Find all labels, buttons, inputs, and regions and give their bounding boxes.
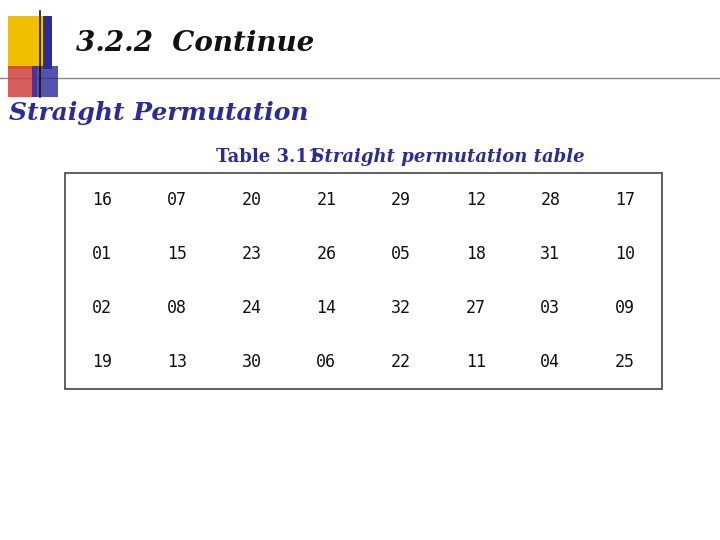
Text: 09: 09	[615, 299, 635, 317]
Text: 30: 30	[241, 353, 261, 371]
Text: 23: 23	[241, 245, 261, 263]
Text: 13: 13	[167, 353, 187, 371]
Text: 04: 04	[540, 353, 560, 371]
Text: 11: 11	[466, 353, 486, 371]
Text: 26: 26	[316, 245, 336, 263]
Text: 32: 32	[391, 299, 411, 317]
Text: 29: 29	[391, 191, 411, 209]
Bar	[8, 16, 48, 69]
Text: 15: 15	[167, 245, 187, 263]
Text: 19: 19	[92, 353, 112, 371]
Text: 27: 27	[466, 299, 486, 317]
Text: 03: 03	[540, 299, 560, 317]
Text: 07: 07	[167, 191, 187, 209]
Bar	[43, 16, 52, 69]
Text: 06: 06	[316, 353, 336, 371]
Text: Table 3.11: Table 3.11	[216, 147, 320, 166]
Text: 21: 21	[316, 191, 336, 209]
Text: 12: 12	[466, 191, 486, 209]
Text: 17: 17	[615, 191, 635, 209]
Text: 3.2.2  Continue: 3.2.2 Continue	[76, 30, 314, 57]
Text: 10: 10	[615, 245, 635, 263]
Text: 16: 16	[92, 191, 112, 209]
Text: 02: 02	[92, 299, 112, 317]
Text: 25: 25	[615, 353, 635, 371]
Text: 22: 22	[391, 353, 411, 371]
Text: 18: 18	[466, 245, 486, 263]
Bar	[32, 66, 58, 97]
Text: 05: 05	[391, 245, 411, 263]
Text: 20: 20	[241, 191, 261, 209]
Bar	[65, 173, 662, 389]
Text: Straight Permutation: Straight Permutation	[9, 102, 308, 125]
Text: 01: 01	[92, 245, 112, 263]
Text: 28: 28	[540, 191, 560, 209]
Text: 14: 14	[316, 299, 336, 317]
Text: Straight permutation table: Straight permutation table	[299, 147, 585, 166]
Text: 31: 31	[540, 245, 560, 263]
Text: 24: 24	[241, 299, 261, 317]
Text: 08: 08	[167, 299, 187, 317]
Bar	[8, 66, 37, 97]
